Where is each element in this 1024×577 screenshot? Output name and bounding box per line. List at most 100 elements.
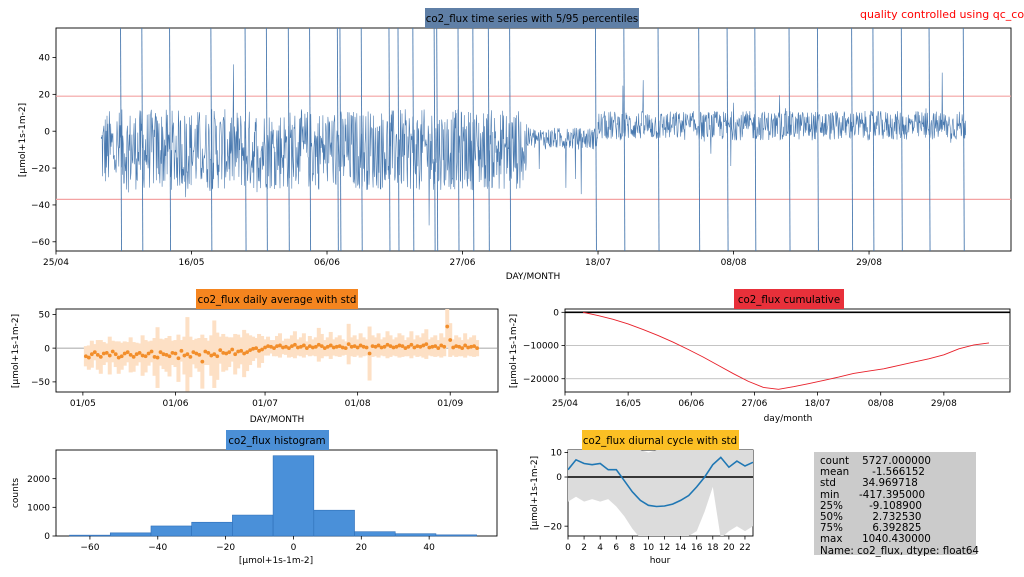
daily-mean-point [433,344,438,349]
co2-flux-spike [623,28,626,251]
daily-mean-point [394,344,399,349]
daily-mean-point [149,349,154,354]
daily-mean-point [131,355,136,359]
daily-mean-point [203,349,208,354]
daily-mean-point [388,344,393,349]
stats-25: 25% -9.108900 [820,499,922,512]
co2-flux-spike [726,28,729,251]
stats-count: count 5727.000000 [820,455,931,467]
histogram-xtick-label: −40 [148,543,167,553]
daily-average-clip-group [56,309,498,392]
timeseries-panel: −60 −40 −20 0 20 40 25/04 16/05 06/06 27/06 18/07 0… [18,8,1012,282]
daily-mean-point [310,345,315,350]
daily-mean-point [224,351,229,356]
histogram-title-bg [226,430,329,450]
timeseries-title-box: co2_flux time series with 5/95 percentil… [425,8,639,28]
stats-mean: mean -1.566152 [820,466,925,479]
daily-mean-point [316,342,321,347]
diurnal-xtick-label: 16 [691,543,703,553]
co2-flux-spike [397,28,400,251]
histogram-bar [435,534,477,537]
daily-mean-point [194,351,199,356]
daily-mean-point [319,344,324,349]
cumulative-axes [564,308,1011,393]
daily-mean-point [146,351,151,356]
cumulative-line [582,311,990,390]
daily-mean-point [215,354,220,359]
timeseries-xtick-label: 16/05 [179,258,205,268]
histogram-bar [69,534,111,537]
co2-flux-spike [962,28,965,251]
daily-mean-point [164,352,169,357]
histogram-ytick-label: 2000 [27,475,50,485]
daily-mean-point [236,349,241,354]
daily-mean-point [290,344,294,349]
histogram-ytick-label: 0 [44,532,50,542]
diurnal-clip-group [568,450,753,536]
histogram-xtick-label: 0 [291,543,297,553]
diurnal-xtick-label: 6 [613,543,619,553]
daily-mean-point [328,343,333,348]
co2-flux-spike [210,28,213,251]
stats-min: min -417.395000 [820,488,926,501]
stats-dtype: Name: co2_flux, dtype: float64 [820,544,979,557]
diurnal-xtick-label: 2 [581,543,587,553]
daily-mean-point [460,346,465,351]
co2-flux-spike [141,28,144,251]
statistics-box: count 5727.000000 mean -1.566152 std 34.… [814,452,979,557]
diurnal-xtick-label: 4 [597,543,603,553]
cumulative-ylabel: [μmol+1s-1m-2] [509,314,519,388]
diurnal-title-box: co2_flux diurnal cycle with std [582,430,739,450]
daily-mean-point [418,344,423,349]
timeseries-xtick-label: 25/04 [43,258,69,268]
daily-mean-point [361,344,366,349]
daily-mean-point [278,343,282,348]
co2-flux-spike [120,28,122,251]
cumulative-panel: 0 −10000 −20000 25/04 16/05 06/06 27/06 18/07 08… [509,289,1011,424]
co2-flux-spike [169,28,172,251]
daily-mean-point [421,343,426,348]
daily-mean-point [245,350,250,355]
timeseries-plot-area: −60 −40 −20 0 20 40 25/04 16/05 06/06 27/06 18/07 0… [31,28,1011,268]
co2-flux-spike [594,28,597,251]
daily-mean-point [403,346,408,351]
co2-flux-spike [509,28,512,251]
daily-mean-point [242,351,247,356]
daily-mean-point [293,342,297,347]
daily-mean-point [430,344,435,349]
timeseries-ytick-label: −60 [31,238,50,248]
daily-mean-point [251,346,256,351]
histogram-ytick-label: 1000 [27,504,50,514]
daily-mean-point [281,345,285,350]
daily-mean-point [373,344,378,349]
co2-flux-spike [487,28,490,251]
daily-mean-point [248,348,253,353]
diurnal-ytick-label: 10 [551,449,563,459]
stats-max: max 1040.430000 [820,533,931,546]
timeseries-xlabel: DAY/MONTH [506,272,561,282]
histogram-xtick-label: 40 [423,543,435,553]
daily-mean-point [119,354,124,359]
daily-mean-point [427,345,432,350]
co2-flux-spike [816,28,819,251]
daily-mean-point [322,346,327,351]
cumulative-ytick-label: 0 [553,309,559,319]
daily-mean-point [391,345,396,350]
daily-mean-point [116,355,121,360]
co2-flux-spike [657,28,660,251]
daily-mean-point [200,359,205,364]
daily-mean-point [263,345,267,350]
daily-mean-point [424,342,429,346]
daily-mean-point [284,344,288,349]
daily-mean-point [140,353,145,358]
daily-mean-point [415,344,420,349]
daily-mean-point [101,351,106,356]
diurnal-xtick-label: 12 [659,543,670,553]
co2-flux-spike [309,28,312,251]
daily-mean-point [161,352,166,357]
daily-mean-point [406,344,411,349]
daily-mean-point [358,343,363,348]
daily-mean-point [128,352,133,357]
daily-mean-point [287,346,291,351]
daily-mean-point [113,352,118,357]
